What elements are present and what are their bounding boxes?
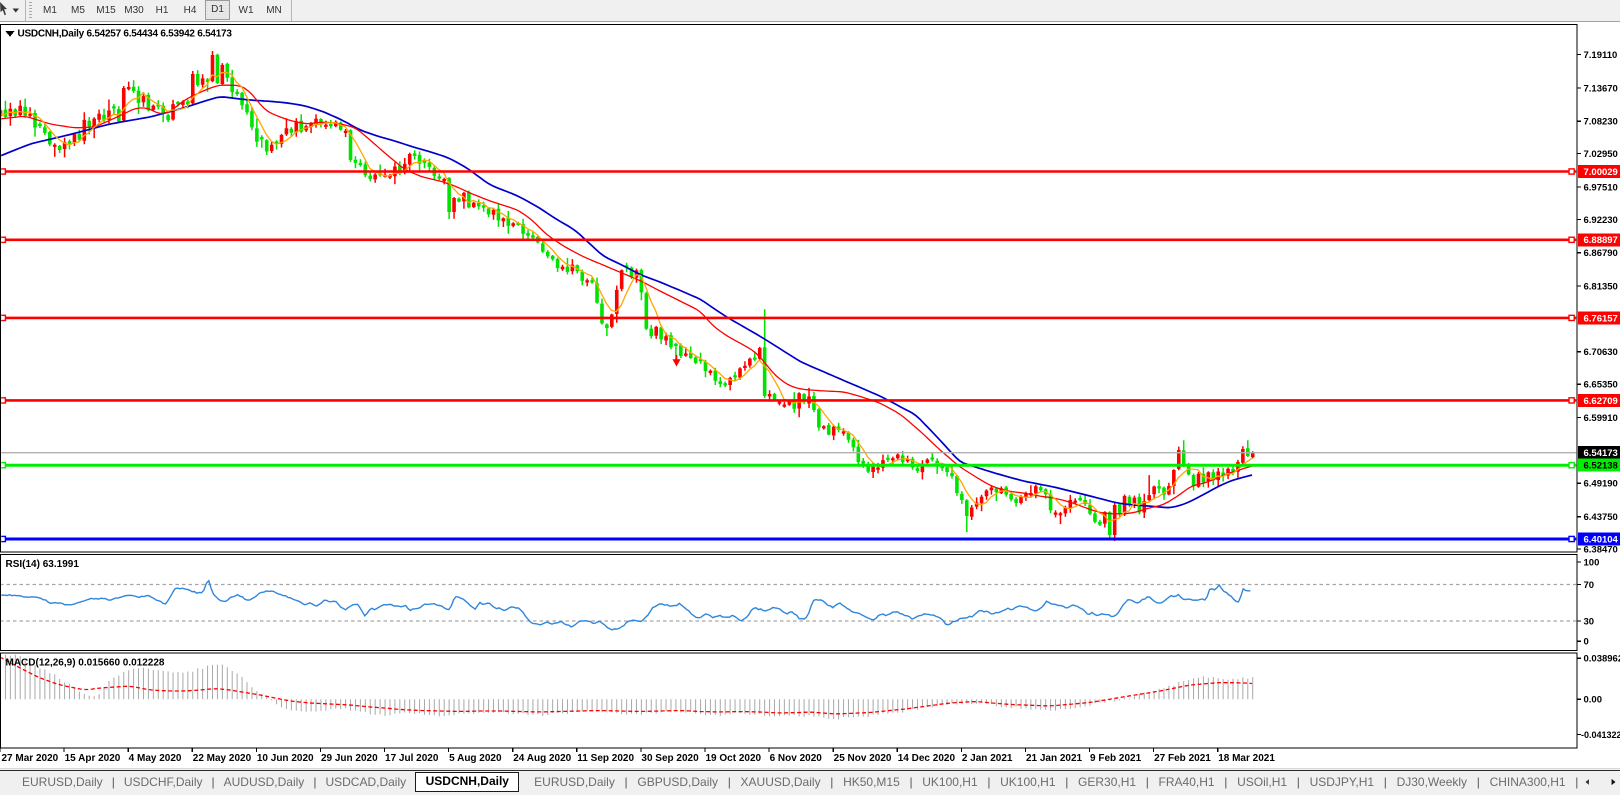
svg-text:7.00029: 7.00029 <box>1584 167 1618 178</box>
svg-text:6.70630: 6.70630 <box>1584 347 1618 358</box>
svg-text:25 Nov 2020: 25 Nov 2020 <box>834 753 892 764</box>
svg-text:70: 70 <box>1584 580 1595 591</box>
svg-text:6.97510: 6.97510 <box>1584 182 1618 193</box>
svg-text:USDCNH,Daily 6.54257 6.54434: USDCNH,Daily 6.54257 6.54434 6.53942 6.5… <box>18 29 233 40</box>
svg-text:5 Aug 2020: 5 Aug 2020 <box>449 753 502 764</box>
svg-text:6.43750: 6.43750 <box>1584 512 1618 523</box>
svg-text:-0.041322: -0.041322 <box>1581 730 1620 740</box>
svg-text:15 Apr 2020: 15 Apr 2020 <box>65 753 121 764</box>
svg-text:6.81350: 6.81350 <box>1584 282 1618 293</box>
svg-text:4 May 2020: 4 May 2020 <box>129 753 182 764</box>
svg-text:21 Jan 2021: 21 Jan 2021 <box>1026 753 1083 764</box>
svg-text:11 Sep 2020: 11 Sep 2020 <box>577 753 634 764</box>
svg-text:6.88897: 6.88897 <box>1584 235 1618 246</box>
svg-text:6.52138: 6.52138 <box>1584 461 1618 472</box>
svg-text:6.54173: 6.54173 <box>1584 448 1618 459</box>
svg-text:27 Feb 2021: 27 Feb 2021 <box>1154 753 1211 764</box>
svg-text:6.62709: 6.62709 <box>1584 396 1618 407</box>
svg-text:0: 0 <box>1584 637 1589 648</box>
svg-text:22 May 2020: 22 May 2020 <box>193 753 252 764</box>
svg-text:7.19110: 7.19110 <box>1584 50 1618 61</box>
svg-text:24 Aug 2020: 24 Aug 2020 <box>513 753 571 764</box>
svg-text:29 Jun 2020: 29 Jun 2020 <box>321 753 378 764</box>
svg-text:30: 30 <box>1584 616 1595 627</box>
svg-text:6.65350: 6.65350 <box>1584 380 1618 391</box>
svg-text:6.38470: 6.38470 <box>1584 545 1618 556</box>
svg-text:7.02950: 7.02950 <box>1584 149 1618 160</box>
svg-text:6.86790: 6.86790 <box>1584 248 1618 259</box>
svg-text:RSI(14) 63.1991: RSI(14) 63.1991 <box>6 559 80 570</box>
svg-text:7.13670: 7.13670 <box>1584 83 1618 94</box>
svg-text:10 Jun 2020: 10 Jun 2020 <box>257 753 314 764</box>
svg-text:0.038962: 0.038962 <box>1584 654 1620 665</box>
svg-text:100: 100 <box>1584 557 1600 568</box>
svg-text:19 Oct 2020: 19 Oct 2020 <box>705 753 761 764</box>
svg-text:27 Mar 2020: 27 Mar 2020 <box>2 753 59 764</box>
svg-text:18 Mar 2021: 18 Mar 2021 <box>1218 753 1275 764</box>
svg-text:17 Jul 2020: 17 Jul 2020 <box>385 753 439 764</box>
svg-text:MACD(12,26,9) 0.015660 0.01222: MACD(12,26,9) 0.015660 0.012228 <box>6 658 165 669</box>
svg-text:30 Sep 2020: 30 Sep 2020 <box>641 753 699 764</box>
svg-text:9 Feb 2021: 9 Feb 2021 <box>1090 753 1142 764</box>
svg-text:14 Dec 2020: 14 Dec 2020 <box>898 753 956 764</box>
svg-text:6 Nov 2020: 6 Nov 2020 <box>770 753 823 764</box>
svg-text:7.08230: 7.08230 <box>1584 117 1618 128</box>
svg-text:6.59910: 6.59910 <box>1584 413 1618 424</box>
svg-text:2 Jan 2021: 2 Jan 2021 <box>962 753 1013 764</box>
svg-text:6.76157: 6.76157 <box>1584 313 1618 324</box>
svg-text:0.00: 0.00 <box>1584 695 1603 706</box>
svg-text:6.92230: 6.92230 <box>1584 215 1618 226</box>
svg-text:6.40104: 6.40104 <box>1584 534 1619 545</box>
svg-text:6.49190: 6.49190 <box>1584 479 1618 490</box>
